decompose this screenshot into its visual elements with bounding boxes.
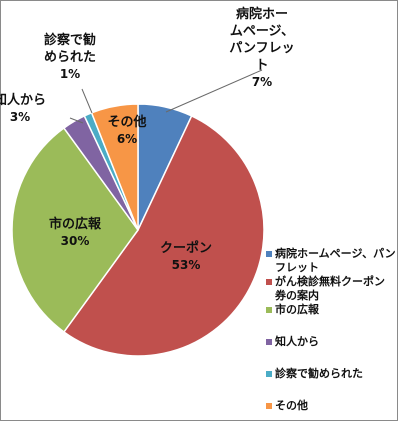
slice-label-5: その他 6% (107, 114, 146, 146)
legend-swatch (266, 339, 272, 345)
legend-label-line: 市の広報 (275, 303, 319, 316)
legend-label-line: 券の案内 (275, 289, 319, 302)
legend-item-hospital-homepage: 病院ホームページ、パン フレット (266, 247, 396, 275)
legend-swatch (266, 307, 272, 313)
leader-line-3 (69, 117, 84, 124)
legend-item-coupon: がん検診無料クーポン 券の案内 (266, 275, 396, 303)
legend-label-line: 病院ホームページ、パン (275, 247, 396, 260)
chart-legend: 病院ホームページ、パン フレット がん検診無料クーポン 券の案内 市の広報 知人… (266, 247, 396, 413)
legend-label-line: その他 (275, 399, 308, 412)
legend-item-doctor-recommendation: 診察で勧められた (266, 367, 396, 381)
legend-label-line: フレット (275, 261, 319, 274)
legend-label-line: がん検診無料クーポン (275, 275, 385, 288)
legend-item-other: その他 (266, 399, 396, 413)
slice-label-3: 知人から 3% (0, 92, 46, 124)
pie-slice-2 (11, 127, 139, 333)
legend-swatch (266, 279, 272, 285)
legend-item-city-pr: 市の広報 (266, 303, 396, 317)
legend-label-line: 知人から (275, 335, 319, 348)
legend-item-acquaintance: 知人から (266, 335, 396, 349)
slice-label-0: 病院ホームページ、パンフレット 7% (229, 6, 294, 89)
leader-line-0 (165, 69, 263, 113)
legend-swatch (266, 403, 272, 409)
slice-label-4: 診察で勧められた 1% (44, 32, 96, 81)
legend-swatch (266, 251, 272, 257)
leader-line-4 (81, 88, 93, 114)
legend-swatch (266, 371, 272, 377)
pie-slice-1 (62, 114, 265, 357)
legend-label-line: 診察で勧められた (275, 367, 363, 380)
slice-label-1: クーポン 53% (160, 240, 212, 272)
slice-label-2: 市の広報 30% (49, 216, 102, 248)
